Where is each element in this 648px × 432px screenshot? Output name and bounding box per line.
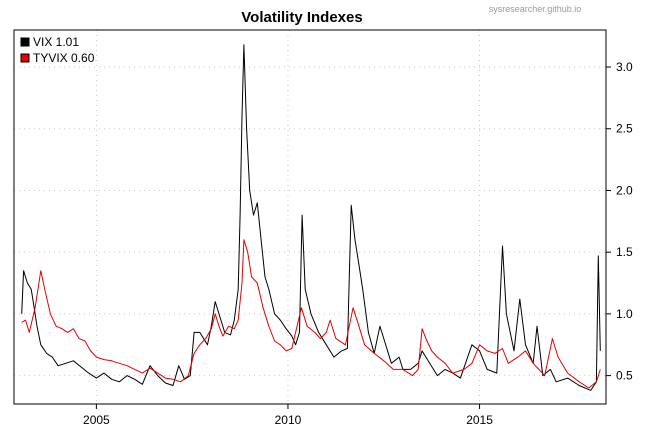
y-tick-label: 1.0 xyxy=(616,307,633,321)
watermark-text: sysresearcher.github.io xyxy=(489,4,582,14)
legend-swatch-tyvix xyxy=(20,53,30,63)
legend: VIX 1.01 TYVIX 0.60 xyxy=(20,35,95,65)
y-tick-label: 0.5 xyxy=(616,369,633,383)
y-tick-label: 2.0 xyxy=(616,183,633,197)
axes: 2005 2010 2015 0.5 1.0 1.5 2.0 2.5 3.0 xyxy=(83,60,633,427)
legend-label-tyvix: TYVIX 0.60 xyxy=(33,51,95,65)
legend-label-vix: VIX 1.01 xyxy=(33,35,79,49)
series-line-tyvix xyxy=(21,239,601,389)
y-tick-label: 1.5 xyxy=(616,245,633,259)
x-tick-label: 2005 xyxy=(83,413,110,427)
chart-title: Volatility Indexes xyxy=(241,9,362,26)
plot-frame xyxy=(13,29,607,405)
series-line-vix xyxy=(21,44,601,391)
y-tick-label: 2.5 xyxy=(616,122,633,136)
x-tick-label: 2010 xyxy=(275,413,302,427)
legend-swatch-vix xyxy=(20,37,30,47)
y-tick-label: 3.0 xyxy=(616,60,633,74)
x-tick-label: 2015 xyxy=(466,413,493,427)
grid xyxy=(14,30,606,404)
series-lines xyxy=(21,44,601,391)
